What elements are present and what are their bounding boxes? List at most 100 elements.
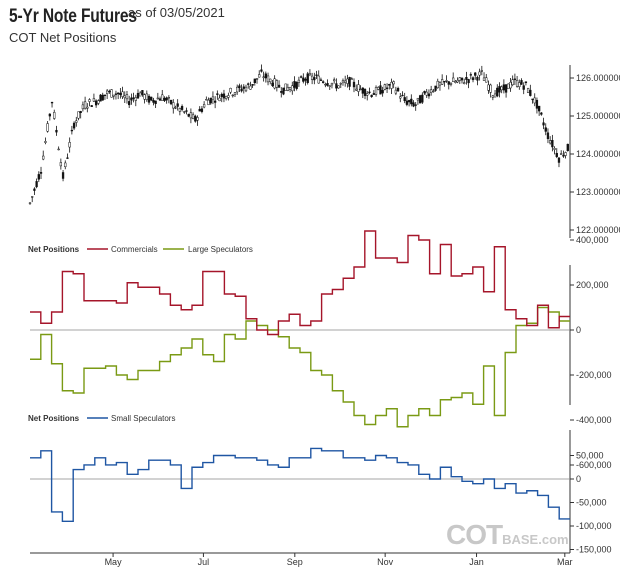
candle-body [220, 93, 223, 97]
large-speculators-line [30, 306, 570, 428]
candle-body [487, 84, 490, 91]
candle-body [68, 142, 71, 148]
candle-body [522, 85, 525, 90]
candle-body [233, 92, 237, 95]
candle-body [288, 87, 292, 90]
candle-body [125, 94, 129, 100]
candle-body [438, 82, 442, 86]
candle-body [350, 78, 353, 80]
candle-body [121, 91, 124, 97]
candle-body [178, 108, 182, 112]
commercials-legend-label: Commercials [111, 245, 158, 254]
candle-body [42, 155, 45, 160]
candle-body [57, 148, 60, 151]
candle-body [156, 97, 159, 100]
candle-body [330, 82, 334, 86]
candle-body [399, 96, 402, 99]
candle-body [196, 117, 199, 121]
candle-body [355, 88, 358, 91]
candle-body [372, 93, 375, 95]
candle-body [161, 94, 164, 101]
candle-body [423, 90, 426, 94]
candle-body [425, 91, 428, 96]
small-specs-tick-label: -100,000 [576, 521, 612, 531]
candle-body [458, 77, 461, 81]
candle-body [277, 84, 281, 88]
candle-body [90, 105, 93, 107]
candle-body [141, 90, 144, 95]
candle-body [112, 94, 115, 97]
candle-body [434, 85, 437, 91]
candle-body [77, 111, 80, 119]
candle-body [130, 97, 133, 101]
chart-title-row: 5-Yr Note Futures [9, 6, 165, 28]
candle-body [240, 88, 243, 92]
candle-body [297, 79, 301, 83]
candle-body [427, 93, 431, 97]
candle-body [504, 84, 508, 93]
candle-body [429, 89, 433, 93]
candle-body [174, 107, 177, 109]
candle-body [70, 129, 74, 132]
candle-body [392, 81, 395, 85]
candle-body [200, 108, 204, 112]
candle-body [165, 97, 168, 101]
candle-body [53, 112, 56, 119]
price-tick-label: 125.0000000 [576, 111, 620, 121]
candle-body [143, 94, 146, 100]
candle-body [79, 111, 82, 114]
candle-body [306, 73, 309, 83]
candle-body [119, 92, 122, 95]
candle-body [352, 81, 356, 88]
x-tick-label-nov: Nov [377, 557, 394, 567]
candle-body [64, 162, 67, 167]
candle-body [518, 82, 521, 87]
x-tick-label-mar: Mar [557, 557, 573, 567]
candle-body [81, 104, 85, 110]
candle-body [482, 77, 486, 81]
large-speculators-legend-label: Large Speculators [188, 245, 253, 254]
candle-body [507, 83, 510, 90]
candle-body [418, 95, 422, 104]
candle-body [385, 87, 389, 89]
candle-body [454, 81, 457, 83]
candle-body [319, 79, 323, 81]
as-of-date: as of 03/05/2021 [128, 5, 225, 20]
candle-body [304, 78, 307, 81]
candle-body [315, 74, 318, 76]
candle-body [511, 79, 514, 85]
commercials-line [30, 230, 570, 336]
candle-body [476, 76, 479, 81]
candle-body [97, 100, 100, 104]
candle-body [421, 94, 424, 103]
candle-body [549, 140, 552, 144]
candle-body [75, 120, 78, 123]
candle-body [407, 100, 411, 103]
candle-body [33, 188, 36, 191]
candle-body [394, 89, 398, 94]
candle-body [370, 94, 373, 98]
candle-body [401, 94, 404, 97]
small-speculators-legend-label: Small Speculators [111, 414, 175, 423]
candle-body [326, 83, 329, 86]
candle-body [258, 74, 261, 78]
candle-body [154, 100, 157, 105]
candle-body [313, 77, 316, 81]
candle-body [383, 84, 387, 90]
candle-body [242, 86, 245, 89]
small-specs-legend-title: Net Positions [28, 414, 80, 423]
candle-body [432, 90, 435, 93]
candle-body [520, 80, 523, 85]
candle-body [474, 72, 477, 76]
candle-body [262, 76, 265, 78]
candle-body [293, 81, 296, 88]
candle-body [546, 132, 550, 139]
candle-body [566, 143, 569, 151]
candle-body [105, 90, 109, 94]
candle-body [187, 113, 190, 117]
candle-body [299, 76, 303, 78]
candle-body [185, 110, 188, 112]
candle-body [236, 86, 239, 93]
candle-body [344, 80, 347, 83]
